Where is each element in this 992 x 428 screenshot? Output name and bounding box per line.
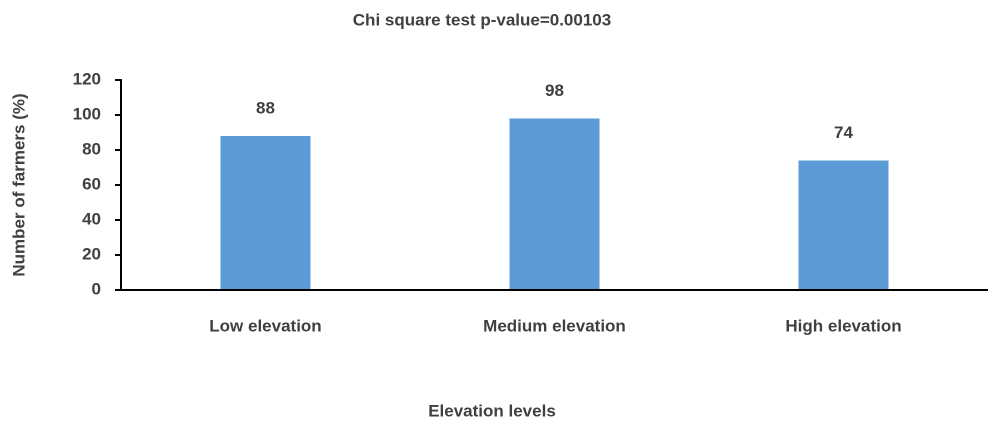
y-tick-label: 120: [73, 69, 101, 88]
y-tick-label: 100: [73, 104, 101, 123]
y-tick-label: 80: [82, 139, 101, 158]
data-label: 74: [834, 123, 853, 142]
bar: [798, 160, 889, 290]
bar: [509, 118, 600, 290]
x-axis-label: Elevation levels: [428, 401, 556, 420]
x-tick-label: High elevation: [785, 316, 901, 335]
y-tick-label: 60: [82, 174, 101, 193]
x-tick-label: Medium elevation: [483, 316, 626, 335]
bar: [220, 136, 311, 290]
data-label: 98: [545, 81, 564, 100]
y-tick-label: 20: [82, 244, 101, 263]
y-tick-label: 0: [92, 279, 101, 298]
y-tick-label: 40: [82, 209, 101, 228]
chart-title: Chi square test p-value=0.00103: [353, 10, 611, 29]
x-tick-label: Low elevation: [209, 316, 321, 335]
y-axis-label: Number of farmers (%): [9, 93, 28, 276]
data-label: 88: [256, 98, 275, 117]
